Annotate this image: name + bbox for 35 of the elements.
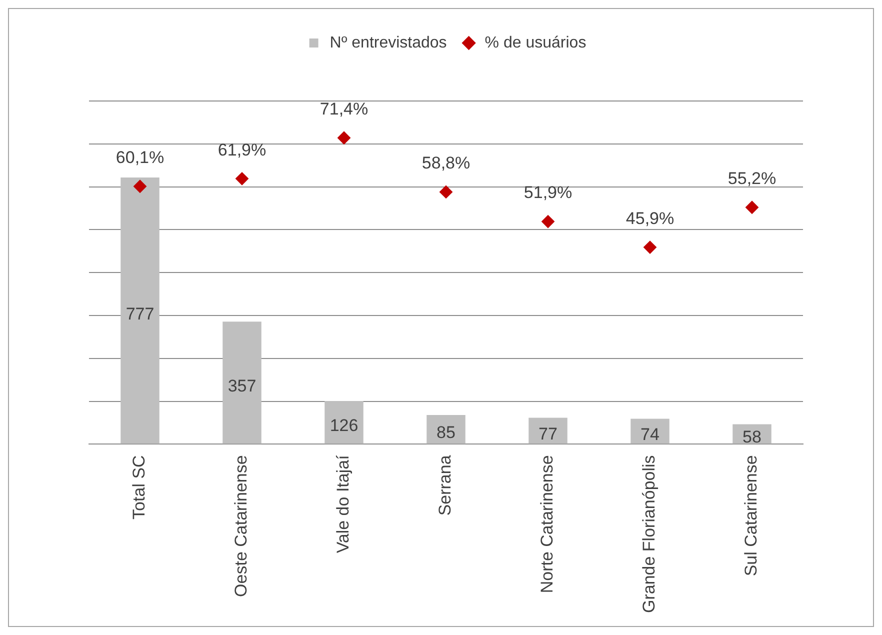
- x-tick-label: Total SC: [130, 455, 149, 520]
- bar: [222, 322, 262, 444]
- point: [746, 200, 758, 214]
- legend-label: Nº entrevistados: [330, 34, 447, 52]
- bar: [630, 418, 670, 444]
- point: [440, 185, 452, 198]
- bar: [120, 178, 160, 444]
- x-tick-label: Vale do Itajaí: [334, 454, 353, 554]
- data-label: 77: [538, 424, 558, 444]
- data-label: 777: [126, 304, 154, 324]
- data-label: 85: [436, 423, 456, 442]
- data-label: 126: [330, 416, 358, 436]
- point: [644, 240, 656, 254]
- data-label: 61,9%: [218, 140, 266, 160]
- bar: [528, 418, 568, 444]
- x-tick-label: Serrana: [436, 454, 455, 516]
- bar: [324, 400, 364, 444]
- x-tick-label: Oeste Catarinense: [232, 455, 251, 597]
- data-label: 58: [742, 428, 762, 447]
- point: [236, 172, 248, 186]
- data-label: 51,9%: [524, 183, 572, 202]
- data-label: 45,9%: [626, 208, 674, 228]
- data-label: 357: [228, 376, 256, 396]
- point: [542, 215, 554, 228]
- data-label: 60,1%: [116, 148, 164, 168]
- x-tick-label: Grande Florianópolis: [640, 455, 659, 614]
- x-tick-label: Sul Catarinense: [742, 455, 761, 576]
- data-label: 74: [640, 424, 660, 444]
- point: [338, 131, 350, 144]
- data-label: 58,8%: [422, 154, 470, 173]
- x-tick-label: Norte Catarinense: [538, 455, 557, 594]
- data-label: 55,2%: [728, 169, 776, 188]
- point: [134, 180, 146, 193]
- legend-label: % de usuários: [484, 34, 586, 52]
- data-label: 71,4%: [320, 100, 368, 119]
